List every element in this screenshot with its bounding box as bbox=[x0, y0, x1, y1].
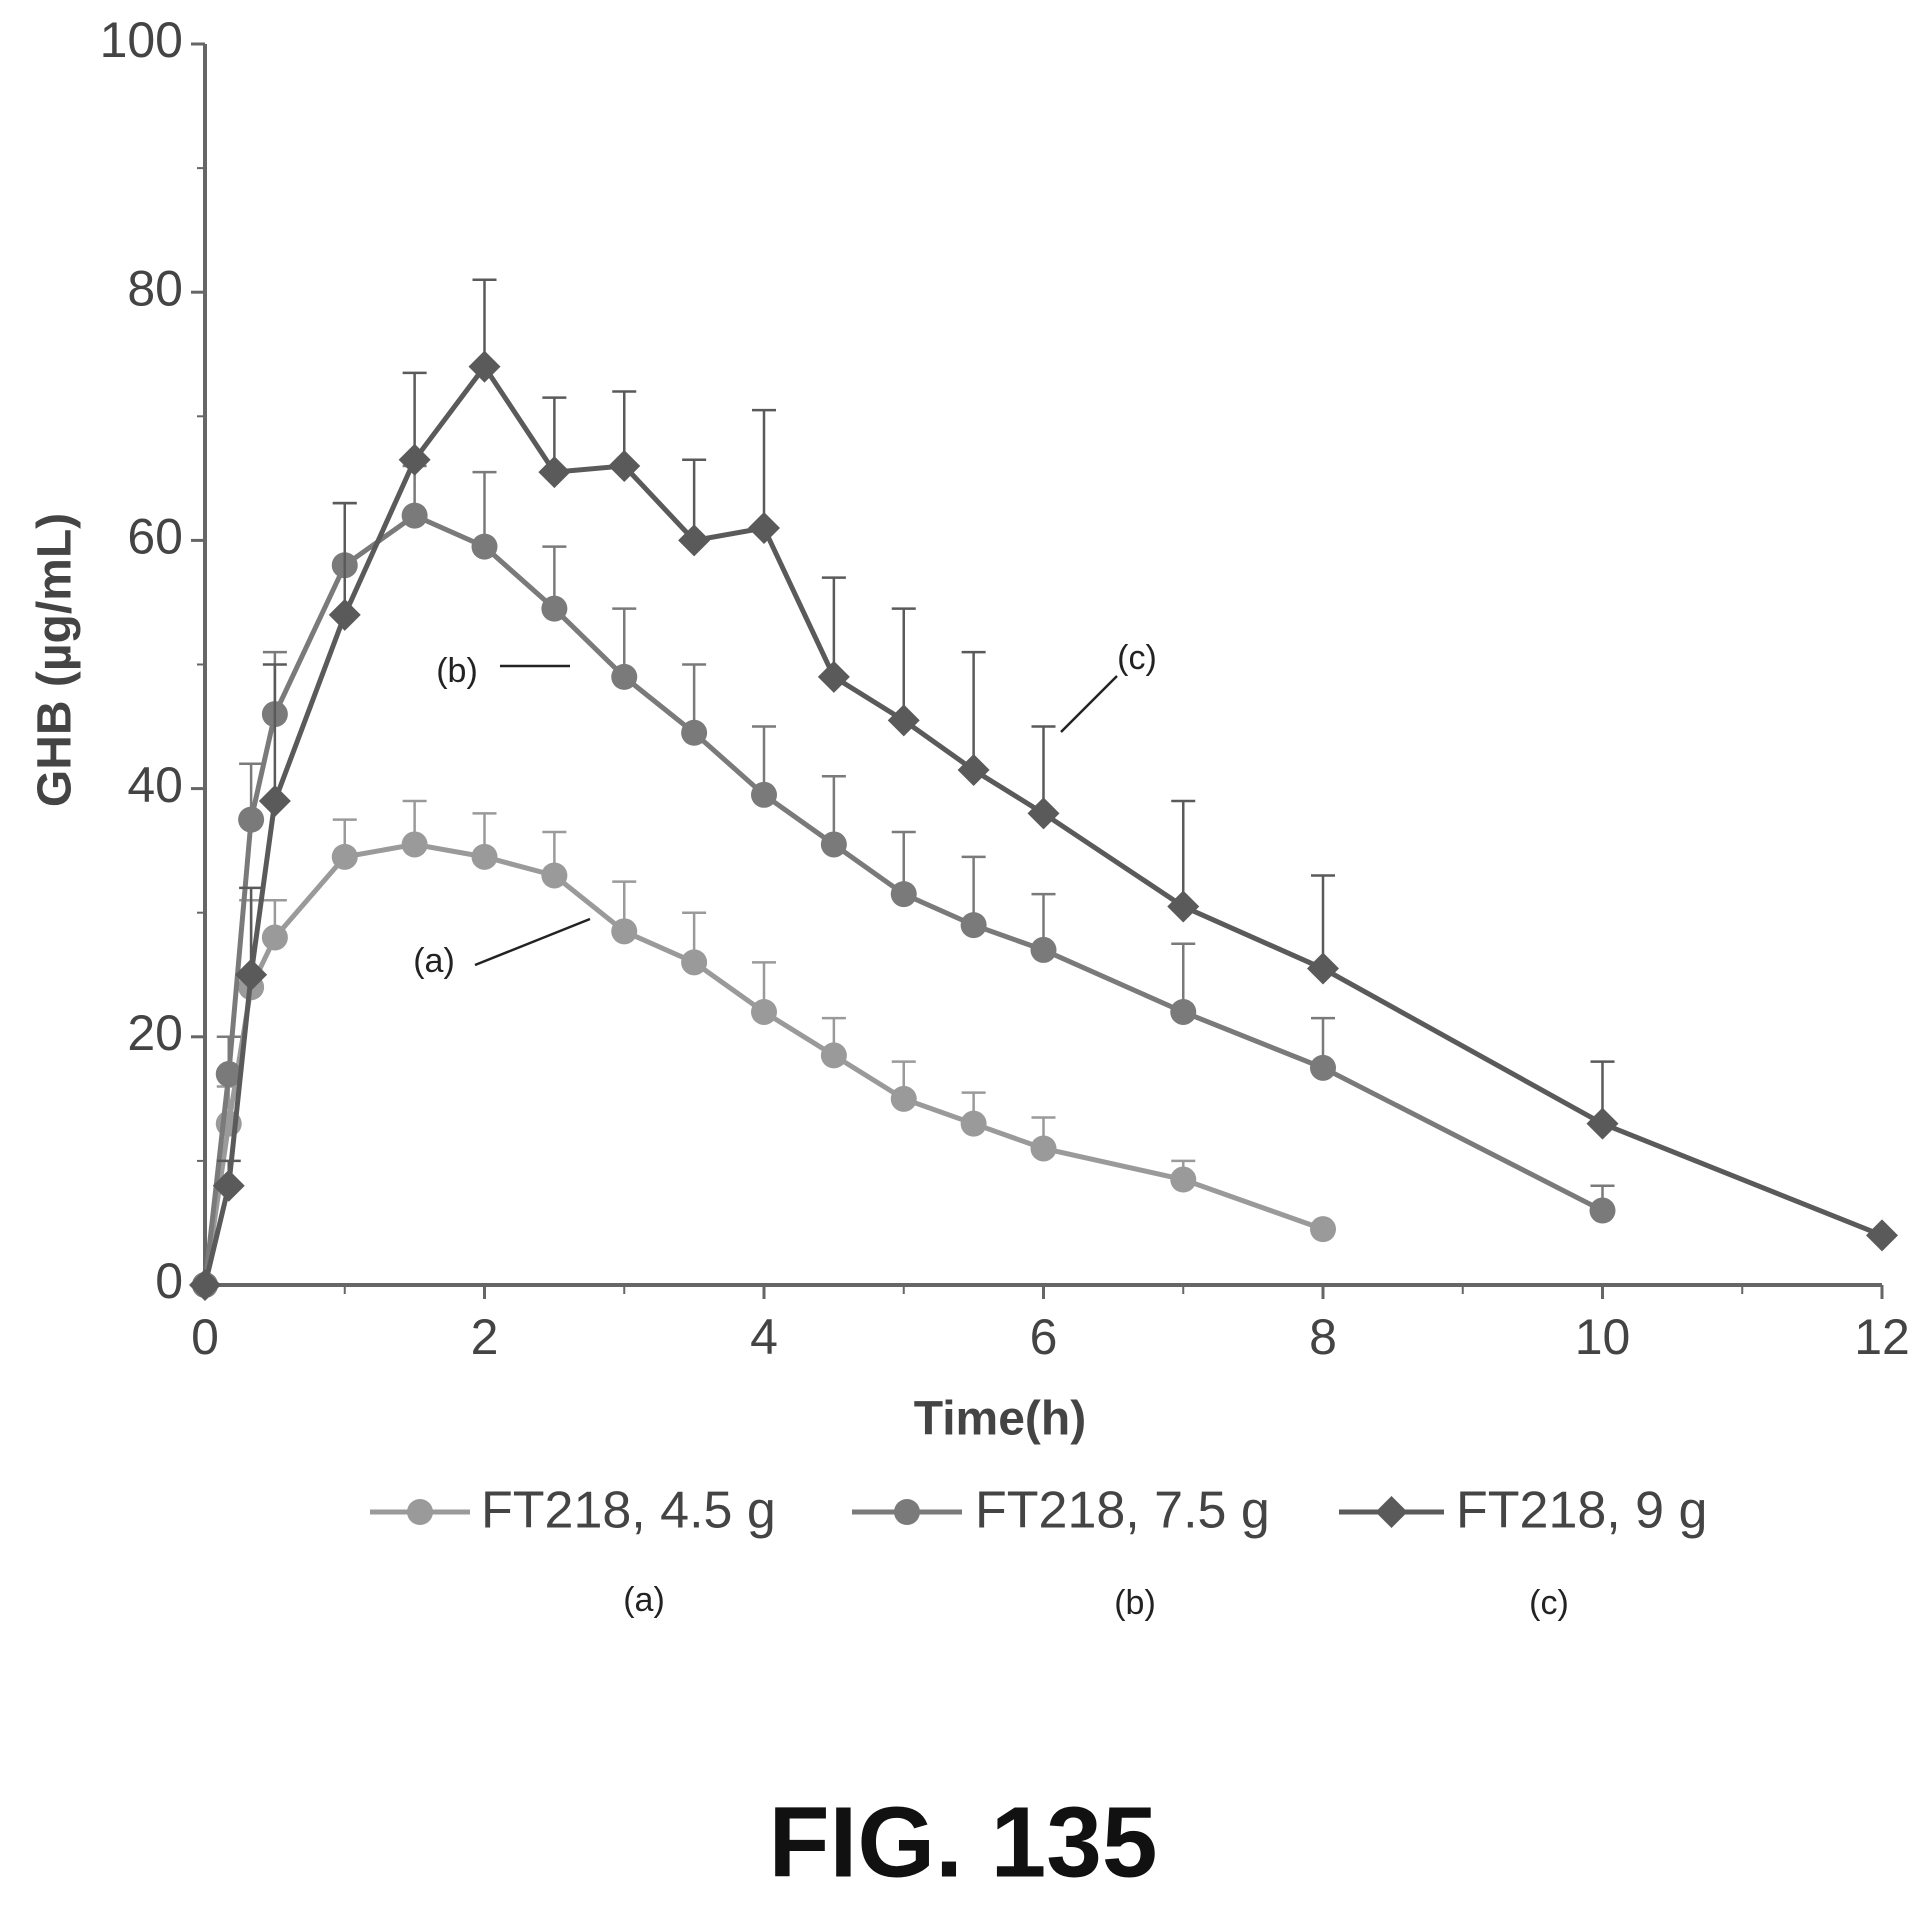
x-tick-label: 0 bbox=[191, 1309, 219, 1365]
error-bar bbox=[262, 663, 287, 802]
annotation: (b) bbox=[436, 652, 478, 690]
x-tick-label: 10 bbox=[1575, 1309, 1631, 1365]
x-axis-label: Time(h) bbox=[914, 1393, 1086, 1446]
error-bar bbox=[821, 576, 846, 677]
data-point bbox=[960, 912, 987, 939]
data-point bbox=[681, 719, 708, 746]
series-line bbox=[202, 512, 1604, 1286]
error-bar bbox=[752, 408, 776, 528]
data-point bbox=[1866, 1219, 1898, 1252]
data-point bbox=[1170, 998, 1197, 1025]
data-point bbox=[541, 862, 568, 889]
legend-note: (a) bbox=[623, 1581, 665, 1619]
data-point bbox=[608, 449, 641, 482]
legend-marker bbox=[1375, 1496, 1408, 1528]
data-point bbox=[748, 511, 780, 544]
error-bar bbox=[1171, 799, 1196, 907]
data-point bbox=[681, 949, 708, 976]
data-point bbox=[238, 806, 265, 833]
data-point bbox=[1027, 797, 1060, 830]
data-point bbox=[890, 1085, 917, 1112]
annotation: (a) bbox=[413, 942, 455, 980]
data-point bbox=[890, 881, 917, 908]
x-tick-label: 6 bbox=[1030, 1309, 1058, 1365]
annotation-leader bbox=[474, 917, 591, 967]
data-point bbox=[328, 598, 361, 631]
legend-marker bbox=[407, 1499, 433, 1525]
data-point bbox=[331, 843, 358, 870]
data-point bbox=[817, 660, 850, 693]
data-point bbox=[258, 785, 291, 818]
data-point bbox=[1310, 1216, 1336, 1243]
data-point bbox=[1030, 1135, 1057, 1162]
data-point bbox=[820, 831, 847, 858]
y-tick-label: 0 bbox=[155, 1253, 183, 1309]
data-point bbox=[1586, 1107, 1619, 1140]
y-tick-label: 40 bbox=[127, 757, 183, 813]
data-point bbox=[215, 1061, 242, 1088]
legend-label: FT218, 4.5 g bbox=[481, 1482, 776, 1540]
legend-note: (c) bbox=[1529, 1584, 1569, 1622]
data-point bbox=[887, 704, 920, 737]
y-tick-label: 60 bbox=[127, 509, 183, 565]
y-tick-label: 100 bbox=[100, 12, 183, 68]
annotation: (c) bbox=[1117, 639, 1157, 677]
data-point bbox=[212, 1169, 245, 1202]
data-point bbox=[611, 918, 638, 945]
data-point bbox=[820, 1042, 847, 1069]
data-point bbox=[751, 781, 777, 808]
legend-label: FT218, 9 g bbox=[1456, 1482, 1707, 1540]
figure-caption: FIG. 135 bbox=[768, 1786, 1157, 1898]
data-point bbox=[1170, 1166, 1197, 1193]
data-point bbox=[471, 533, 498, 560]
data-point bbox=[261, 924, 288, 951]
y-tick-label: 80 bbox=[127, 260, 183, 316]
error-bar bbox=[961, 650, 986, 770]
data-point bbox=[468, 350, 501, 383]
data-point bbox=[1310, 1054, 1336, 1081]
legend-label: FT218, 7.5 g bbox=[975, 1482, 1270, 1540]
data-point bbox=[957, 753, 990, 786]
data-point bbox=[538, 456, 571, 489]
data-point bbox=[960, 1110, 987, 1137]
error-bar bbox=[891, 607, 916, 721]
error-bar bbox=[332, 501, 357, 615]
x-tick-label: 2 bbox=[471, 1309, 499, 1365]
data-point bbox=[1589, 1197, 1616, 1224]
data-point bbox=[1307, 952, 1339, 985]
data-point bbox=[611, 663, 638, 690]
data-point bbox=[235, 958, 268, 991]
x-tick-label: 4 bbox=[750, 1309, 778, 1365]
data-point bbox=[541, 595, 568, 622]
data-point bbox=[1030, 936, 1057, 963]
y-tick-label: 20 bbox=[127, 1005, 183, 1061]
data-point bbox=[398, 443, 431, 476]
data-point bbox=[1167, 890, 1200, 923]
legend-marker bbox=[894, 1499, 920, 1525]
data-point bbox=[678, 524, 711, 557]
y-axis-label: GHB (µg/mL) bbox=[29, 513, 82, 807]
x-tick-label: 12 bbox=[1854, 1309, 1910, 1365]
series-line bbox=[202, 841, 1324, 1286]
data-point bbox=[401, 831, 428, 858]
x-tick-label: 8 bbox=[1309, 1309, 1337, 1365]
data-point bbox=[189, 1269, 221, 1301]
annotation-leader bbox=[1060, 675, 1118, 733]
legend-note: (b) bbox=[1114, 1584, 1156, 1622]
data-point bbox=[471, 843, 498, 870]
data-point bbox=[401, 502, 428, 529]
data-point bbox=[751, 998, 777, 1025]
